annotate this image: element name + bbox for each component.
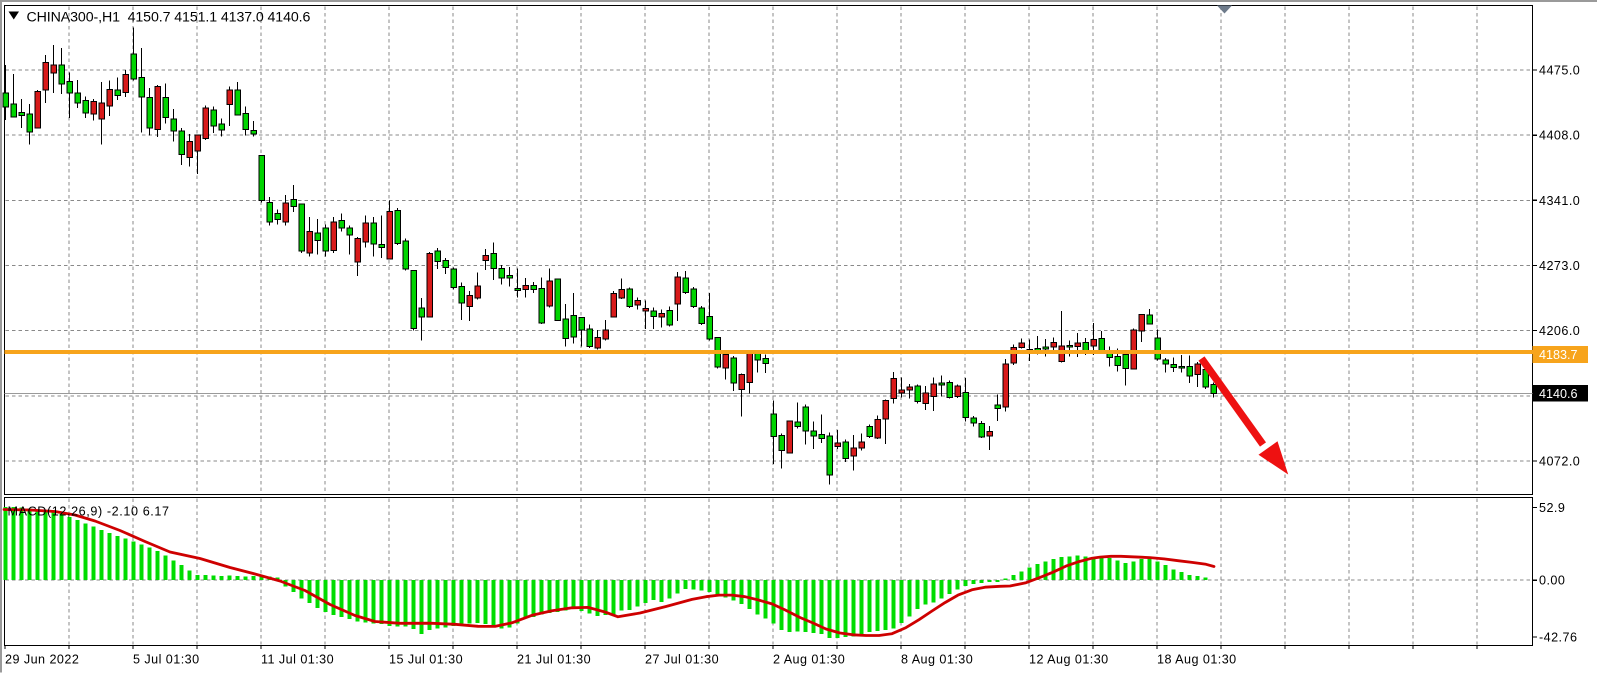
svg-text:18 Aug 01:30: 18 Aug 01:30 xyxy=(1157,652,1237,666)
svg-text:4408.0: 4408.0 xyxy=(1539,129,1580,143)
svg-text:4341.0: 4341.0 xyxy=(1539,194,1580,208)
svg-text:8 Aug 01:30: 8 Aug 01:30 xyxy=(901,652,973,666)
svg-text:2 Aug 01:30: 2 Aug 01:30 xyxy=(773,652,845,666)
svg-text:4072.0: 4072.0 xyxy=(1539,454,1580,468)
svg-text:4140.6: 4140.6 xyxy=(1539,387,1578,401)
svg-text:4273.0: 4273.0 xyxy=(1539,259,1580,273)
svg-text:4206.0: 4206.0 xyxy=(1539,324,1580,338)
svg-text:12 Aug 01:30: 12 Aug 01:30 xyxy=(1029,652,1109,666)
svg-text:4475.0: 4475.0 xyxy=(1539,64,1580,78)
svg-text:21 Jul 01:30: 21 Jul 01:30 xyxy=(517,652,591,666)
svg-text:-42.76: -42.76 xyxy=(1539,631,1577,645)
svg-text:5 Jul 01:30: 5 Jul 01:30 xyxy=(133,652,200,666)
svg-text:MACD(12,26,9) -2.10 6.17: MACD(12,26,9) -2.10 6.17 xyxy=(8,505,170,519)
svg-text:CHINA300-,H1 4150.7 4151.1 41: CHINA300-,H1 4150.7 4151.1 4137.0 4140.6 xyxy=(27,9,311,25)
svg-text:27 Jul 01:30: 27 Jul 01:30 xyxy=(645,652,719,666)
svg-text:11 Jul 01:30: 11 Jul 01:30 xyxy=(261,652,334,666)
svg-text:52.9: 52.9 xyxy=(1539,501,1565,515)
svg-text:0.00: 0.00 xyxy=(1539,574,1565,588)
svg-text:15 Jul 01:30: 15 Jul 01:30 xyxy=(389,652,463,666)
svg-text:4183.7: 4183.7 xyxy=(1539,348,1578,362)
svg-text:29 Jun 2022: 29 Jun 2022 xyxy=(5,652,79,666)
